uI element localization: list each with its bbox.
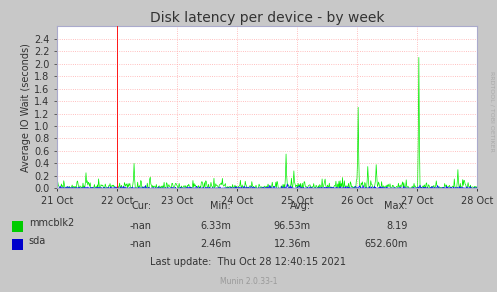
Text: sda: sda (29, 236, 46, 246)
Text: mmcblk2: mmcblk2 (29, 218, 74, 228)
sda (331, 187, 337, 190)
mmcblk2 (172, 182, 178, 185)
mmcblk2 (416, 56, 422, 59)
mmcblk2 (434, 184, 440, 187)
sda (434, 187, 440, 190)
sda (158, 186, 164, 190)
Text: 96.53m: 96.53m (273, 221, 311, 231)
sda (382, 187, 388, 190)
Text: Cur:: Cur: (132, 201, 152, 211)
mmcblk2 (382, 186, 388, 189)
Text: Avg:: Avg: (289, 201, 311, 211)
Text: -nan: -nan (130, 239, 152, 249)
sda (173, 187, 179, 190)
Text: 2.46m: 2.46m (200, 239, 231, 249)
mmcblk2 (157, 187, 163, 190)
Line: sda: sda (57, 184, 477, 188)
Line: mmcblk2: mmcblk2 (57, 58, 477, 188)
mmcblk2 (187, 186, 193, 190)
Text: -nan: -nan (130, 221, 152, 231)
Text: RRDTOOL / TOBI OETIKER: RRDTOOL / TOBI OETIKER (490, 71, 495, 151)
Text: Max:: Max: (384, 201, 408, 211)
Title: Disk latency per device - by week: Disk latency per device - by week (150, 11, 384, 25)
sda (54, 186, 60, 190)
mmcblk2 (179, 187, 185, 190)
sda (187, 185, 193, 189)
Text: 12.36m: 12.36m (273, 239, 311, 249)
Text: Munin 2.0.33-1: Munin 2.0.33-1 (220, 277, 277, 286)
mmcblk2 (331, 186, 336, 190)
Text: 8.19: 8.19 (386, 221, 408, 231)
sda (127, 187, 133, 190)
Text: Last update:  Thu Oct 28 12:40:15 2021: Last update: Thu Oct 28 12:40:15 2021 (151, 257, 346, 267)
mmcblk2 (474, 185, 480, 189)
sda (474, 186, 480, 190)
sda (284, 182, 290, 186)
mmcblk2 (54, 185, 60, 189)
Text: 6.33m: 6.33m (200, 221, 231, 231)
Text: 652.60m: 652.60m (364, 239, 408, 249)
Text: Min:: Min: (210, 201, 231, 211)
Y-axis label: Average IO Wait (seconds): Average IO Wait (seconds) (21, 43, 31, 172)
